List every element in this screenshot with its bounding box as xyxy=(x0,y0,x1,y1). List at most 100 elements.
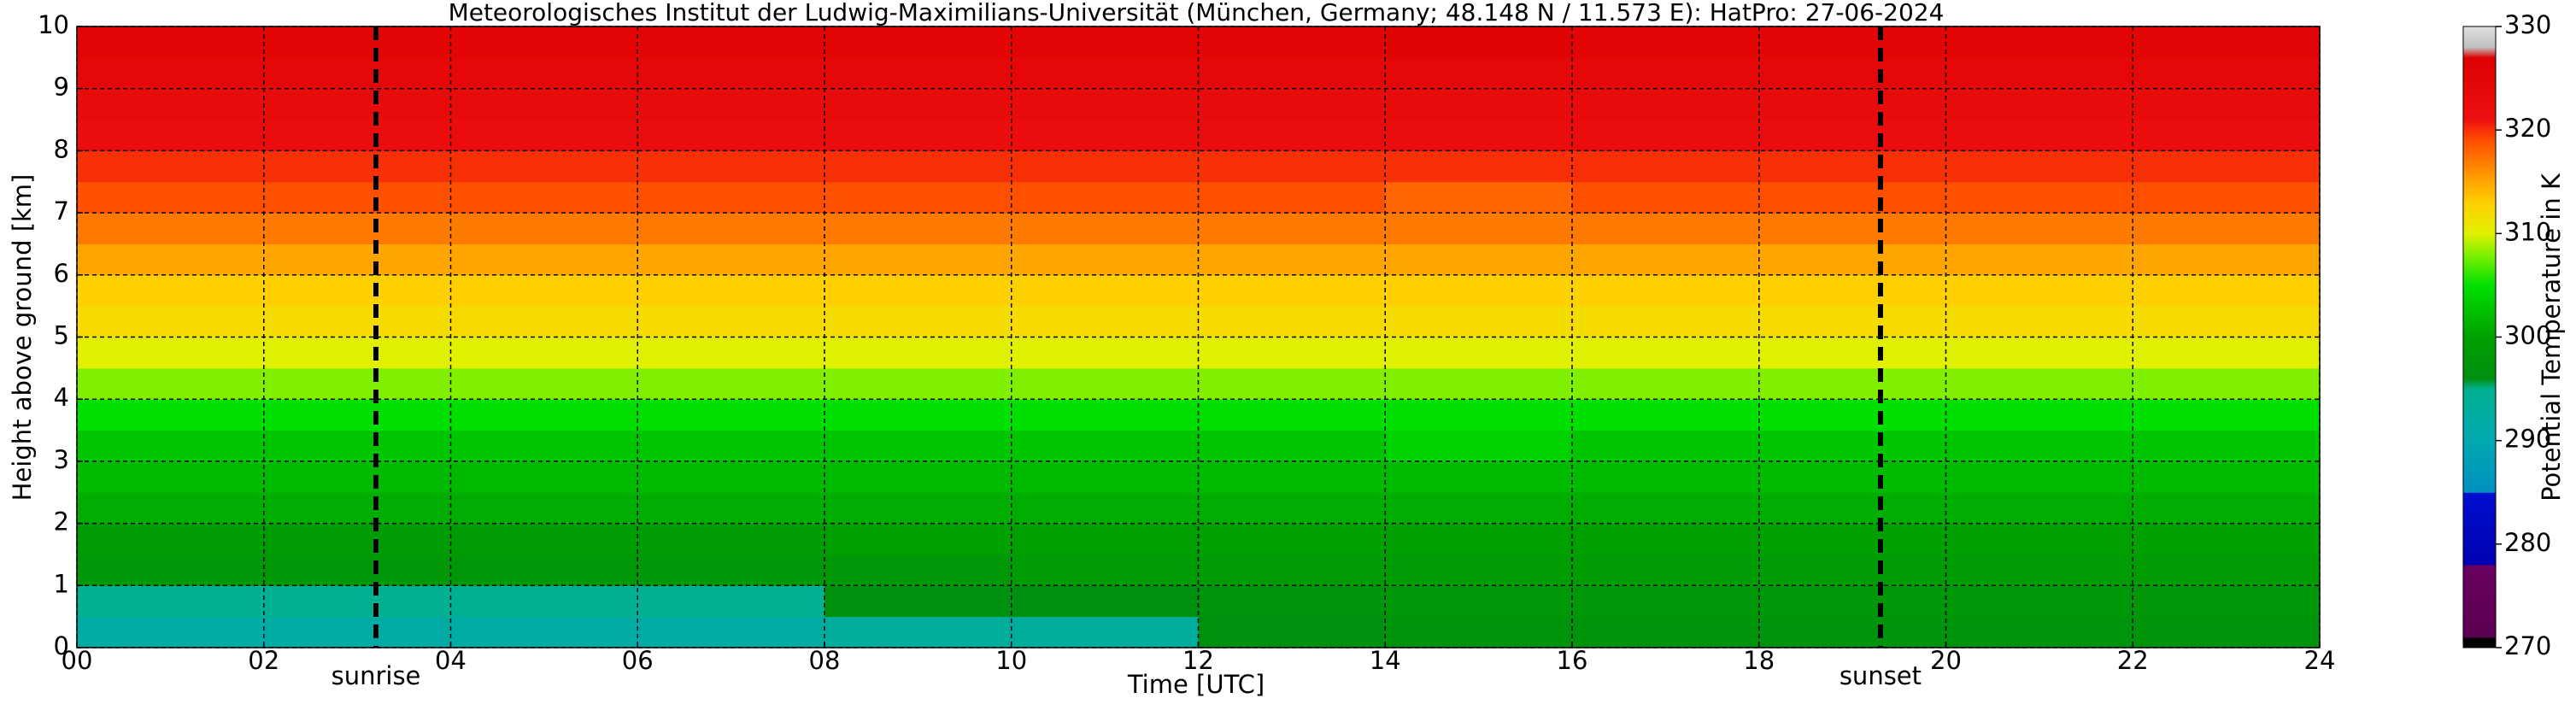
heat-cell xyxy=(77,616,265,648)
heat-cell xyxy=(1011,213,1199,244)
heat-cell xyxy=(450,399,638,431)
colorbar-segment xyxy=(2463,254,2496,286)
heat-cell xyxy=(824,492,1012,525)
heat-cell xyxy=(1011,57,1199,90)
heat-cell xyxy=(1758,243,1946,276)
heat-cell xyxy=(2133,585,2321,618)
colorbar-tick-label: 310 xyxy=(2504,217,2551,246)
heat-cell xyxy=(450,306,638,337)
heat-cell xyxy=(637,120,825,151)
y-tick-label: 9 xyxy=(54,73,69,102)
heat-cell xyxy=(1011,181,1199,214)
heat-cell xyxy=(1385,181,1573,214)
heat-cell xyxy=(1945,57,2133,90)
heat-cell xyxy=(1758,523,1946,555)
heat-cell xyxy=(1385,243,1573,276)
heat-cell xyxy=(263,88,451,120)
colorbar-tick-label: 290 xyxy=(2504,425,2551,454)
event-label: sunrise xyxy=(332,661,421,690)
heat-cell xyxy=(1945,274,2133,307)
heat-cell xyxy=(77,243,265,276)
heat-cell xyxy=(637,492,825,525)
heat-cell xyxy=(263,181,451,214)
heat-cell xyxy=(77,523,265,555)
heat-cell xyxy=(1572,430,1760,462)
heat-cell xyxy=(1385,88,1573,120)
colorbar-segment xyxy=(2463,57,2496,120)
heat-cell xyxy=(450,274,638,307)
heat-cell xyxy=(1385,554,1573,586)
heat-cell xyxy=(1572,26,1760,58)
heat-cell xyxy=(2133,274,2321,307)
heat-cell xyxy=(637,274,825,307)
heat-cell xyxy=(1758,274,1946,307)
heat-cell xyxy=(1011,523,1199,555)
chart-title: Meteorologisches Institut der Ludwig-Max… xyxy=(449,0,1945,26)
heat-cell xyxy=(1945,554,2133,586)
heat-cell xyxy=(450,367,638,400)
heat-cell xyxy=(1945,461,2133,493)
heat-cell xyxy=(1758,367,1946,400)
heat-cell xyxy=(450,181,638,214)
heat-cell xyxy=(1758,461,1946,493)
heat-cell xyxy=(450,243,638,276)
heat-cell xyxy=(1198,523,1386,555)
heat-cell xyxy=(263,461,451,493)
heat-cell xyxy=(2133,461,2321,493)
colorbar-segment xyxy=(2463,47,2496,58)
heat-cell xyxy=(1572,120,1760,151)
colorbar-segment xyxy=(2463,285,2496,337)
heat-cell xyxy=(263,337,451,369)
heat-cell xyxy=(637,26,825,58)
heat-cell xyxy=(824,120,1012,151)
colorbar-tick-label: 270 xyxy=(2504,631,2551,660)
heat-cell xyxy=(2133,523,2321,555)
heat-cell xyxy=(1758,616,1946,648)
heat-cell xyxy=(637,306,825,337)
heat-cell xyxy=(637,461,825,493)
heat-cell xyxy=(1198,274,1386,307)
x-tick-label: 24 xyxy=(2304,646,2336,675)
x-tick-label: 08 xyxy=(809,646,841,675)
heat-cell xyxy=(1198,26,1386,58)
heat-cell xyxy=(824,88,1012,120)
heat-cell xyxy=(77,88,265,120)
colorbar-segment xyxy=(2463,140,2496,173)
heat-cell xyxy=(263,26,451,58)
heat-cell xyxy=(1198,306,1386,337)
heat-cell xyxy=(77,274,265,307)
heat-cell xyxy=(1198,554,1386,586)
heat-cell xyxy=(1572,461,1760,493)
heat-cell xyxy=(1945,367,2133,400)
heat-cell xyxy=(77,150,265,183)
heat-cell xyxy=(263,213,451,244)
heat-cell xyxy=(1758,337,1946,369)
colorbar-segment xyxy=(2463,492,2496,566)
heat-cell xyxy=(1198,120,1386,151)
heat-cell xyxy=(263,120,451,151)
heat-cell xyxy=(1572,274,1760,307)
colorbar-label: Potential Temperature in K xyxy=(2537,173,2566,502)
x-tick-label: 04 xyxy=(435,646,466,675)
x-tick-label: 18 xyxy=(1743,646,1775,675)
heat-cell xyxy=(1572,585,1760,618)
plot-frame xyxy=(76,26,2321,648)
heat-cell xyxy=(1385,337,1573,369)
heat-cell xyxy=(1198,430,1386,462)
heat-cell xyxy=(450,57,638,90)
heat-cell xyxy=(77,430,265,462)
heat-cell xyxy=(77,337,265,369)
x-tick-label: 12 xyxy=(1182,646,1214,675)
heat-cell xyxy=(263,554,451,586)
heat-cell xyxy=(2133,57,2321,90)
heat-cell xyxy=(1572,181,1760,214)
heat-cell xyxy=(450,88,638,120)
colorbar-segment xyxy=(2463,233,2496,255)
heat-cell xyxy=(1198,88,1386,120)
heat-cell xyxy=(1011,492,1199,525)
heat-cell xyxy=(1011,367,1199,400)
x-tick-label: 10 xyxy=(995,646,1027,675)
heat-cell xyxy=(2133,492,2321,525)
heat-cell xyxy=(1385,306,1573,337)
